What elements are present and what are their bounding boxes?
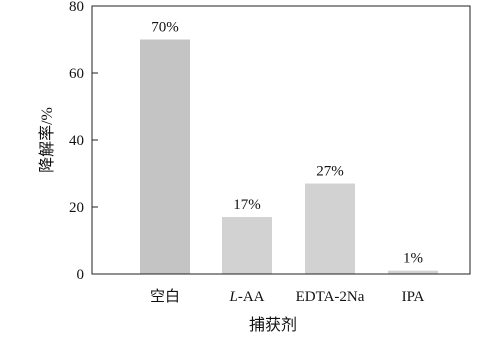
y-tick-label: 60 [69, 66, 84, 82]
x-category-label: EDTA-2Na [296, 289, 365, 305]
y-tick-label: 0 [77, 267, 85, 283]
y-tick-label: 80 [69, 0, 84, 15]
x-axis-category-labels: 空白 L-AA EDTA-2Na IPA [150, 288, 425, 305]
x-category-label: IPA [402, 289, 425, 305]
y-tick-label: 40 [69, 133, 84, 149]
data-labels: 70% 17% 27% 1% [151, 20, 423, 267]
bars-group [140, 39, 438, 274]
data-label: 27% [316, 164, 344, 180]
x-axis-title: 捕获剂 [249, 316, 297, 334]
bar-1 [140, 39, 190, 274]
x-category-label: 空白 [150, 288, 180, 305]
data-label: 17% [233, 197, 261, 213]
y-axis-title: 降解率/% [38, 107, 56, 173]
y-axis-ticks: 0 20 40 60 80 [69, 0, 98, 283]
data-label: 1% [403, 251, 423, 267]
bar-2 [222, 217, 272, 274]
y-tick-label: 20 [69, 200, 84, 216]
bar-3 [305, 183, 355, 274]
data-label: 70% [151, 20, 179, 36]
bar-4 [388, 270, 438, 274]
x-category-label: L-AA [228, 289, 264, 305]
